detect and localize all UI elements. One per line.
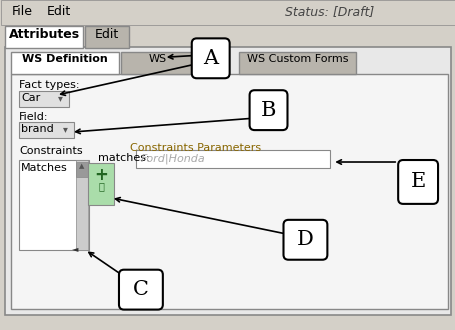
Text: WS Definition: WS Definition <box>22 54 108 64</box>
Bar <box>136 150 330 168</box>
Text: Constraints Parameters: Constraints Parameters <box>130 143 261 153</box>
Text: matches:: matches: <box>98 153 150 163</box>
Text: D: D <box>297 230 314 249</box>
Bar <box>5 47 451 314</box>
Text: Edit: Edit <box>95 28 119 41</box>
FancyBboxPatch shape <box>250 90 288 130</box>
Text: WS Custom Forms: WS Custom Forms <box>247 54 348 64</box>
Text: E: E <box>410 173 426 191</box>
Text: ⬛: ⬛ <box>98 181 104 191</box>
Bar <box>19 122 74 138</box>
Text: A: A <box>203 49 218 68</box>
Text: Field:: Field: <box>19 112 49 122</box>
Text: ▾: ▾ <box>58 93 63 103</box>
Text: brand: brand <box>21 124 54 134</box>
Text: Car: Car <box>21 93 40 103</box>
Text: ◄: ◄ <box>72 244 78 253</box>
Text: Ford|Honda: Ford|Honda <box>141 153 206 164</box>
Text: B: B <box>261 101 276 120</box>
Bar <box>19 91 69 107</box>
Bar <box>88 163 114 205</box>
Text: Constraints: Constraints <box>19 146 83 156</box>
Bar <box>19 160 89 250</box>
Text: WS: WS <box>149 54 167 64</box>
FancyBboxPatch shape <box>119 270 163 310</box>
Text: Edit: Edit <box>47 6 71 18</box>
Text: ▲: ▲ <box>79 163 85 169</box>
Bar <box>238 52 356 74</box>
Text: File: File <box>11 6 32 18</box>
FancyBboxPatch shape <box>398 160 438 204</box>
Bar <box>76 162 88 177</box>
Text: Matches: Matches <box>21 163 68 173</box>
Bar <box>11 74 448 309</box>
Bar <box>1 0 455 25</box>
Text: ▾: ▾ <box>63 124 68 134</box>
Text: Attributes: Attributes <box>9 28 80 41</box>
Text: Status: [Draft]: Status: [Draft] <box>285 6 375 18</box>
Bar <box>76 160 88 250</box>
Text: Fact types:: Fact types: <box>19 80 80 90</box>
Bar <box>121 52 196 74</box>
FancyBboxPatch shape <box>283 220 327 260</box>
Bar <box>5 26 83 48</box>
Text: +: + <box>94 166 108 184</box>
Text: C: C <box>133 280 149 299</box>
Bar <box>11 52 119 74</box>
FancyBboxPatch shape <box>192 38 230 78</box>
Bar <box>85 26 129 48</box>
